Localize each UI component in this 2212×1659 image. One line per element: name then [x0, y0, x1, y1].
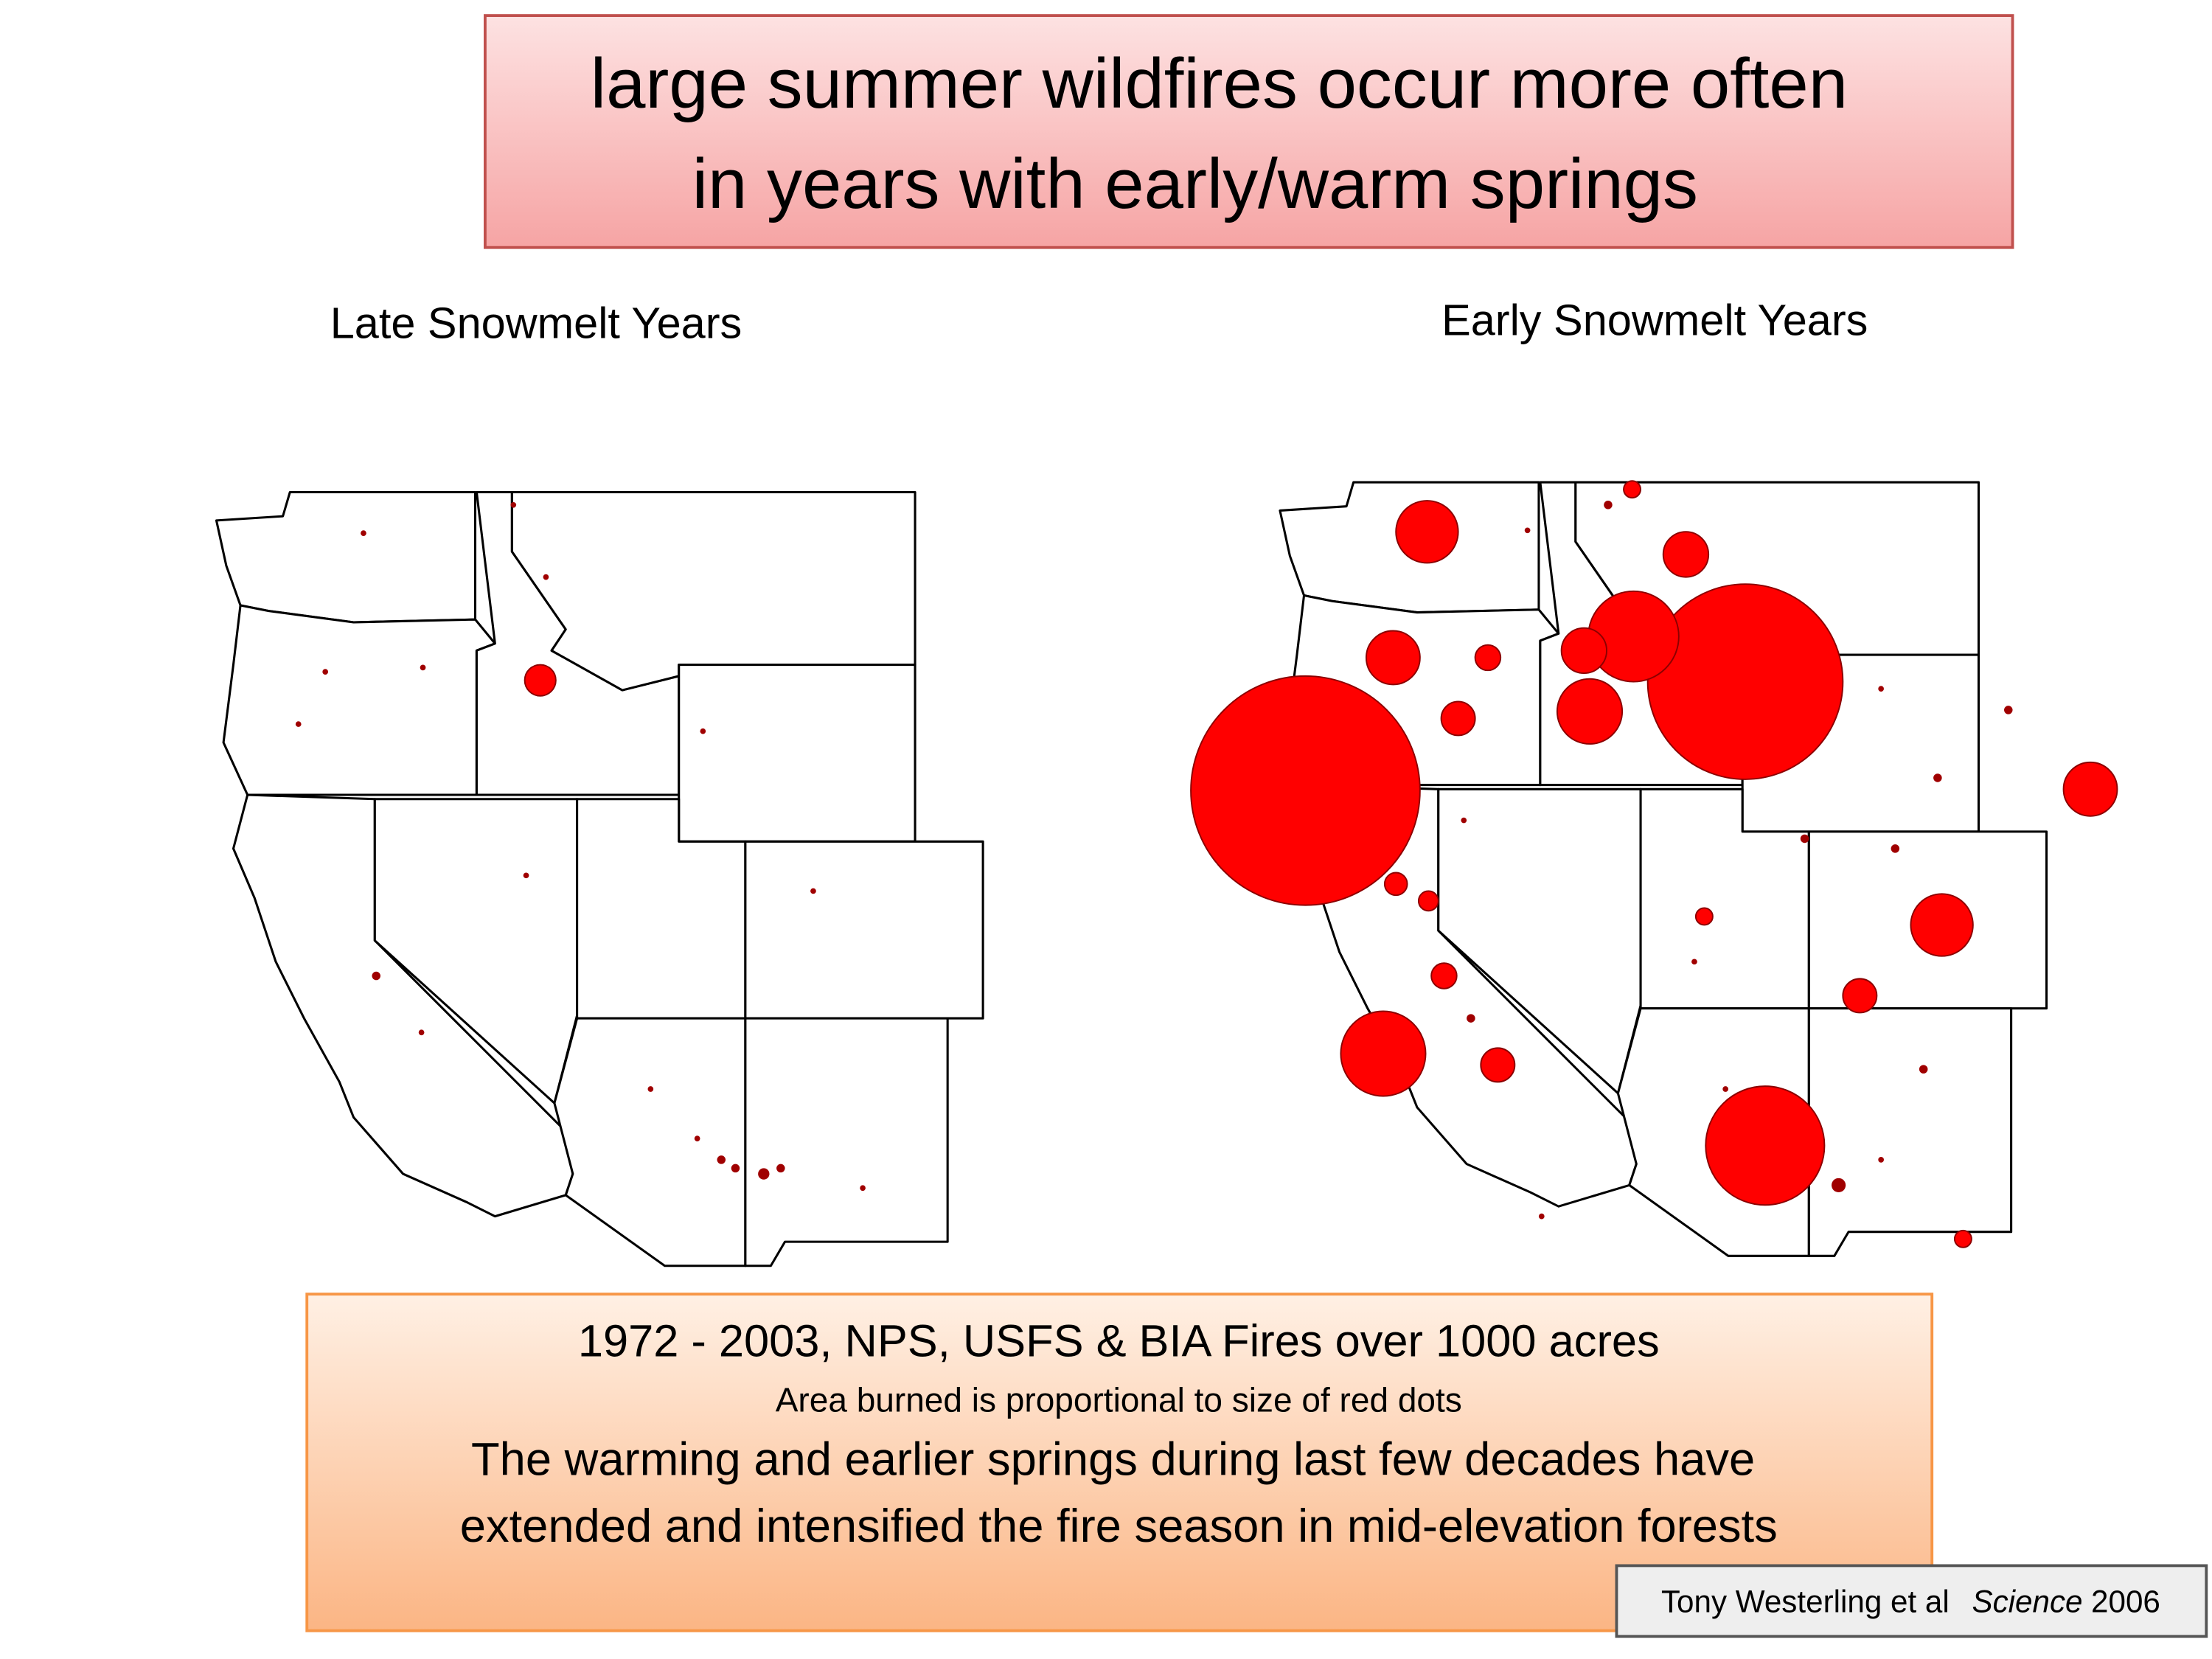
title-line: large summer wildfires occur more often — [591, 44, 1848, 123]
caption-line: The warming and earlier springs during l… — [471, 1434, 1755, 1486]
caption-line: 1972 - 2003, NPS, USFS & BIA Fires over … — [578, 1316, 1660, 1367]
citation: Tony Westerling et al Science 2006 — [1661, 1585, 2160, 1619]
map-title: Late Snowmelt Years — [330, 298, 742, 347]
map-late — [215, 490, 984, 1267]
citation-author: Tony Westerling et al — [1661, 1585, 1950, 1619]
caption-line: Area burned is proportional to size of r… — [776, 1380, 1462, 1419]
map-title: Early Snowmelt Years — [1441, 296, 1868, 345]
map-early — [1190, 480, 2118, 1257]
title-box — [484, 14, 2014, 249]
citation-year: 2006 — [2091, 1585, 2160, 1619]
citation-journal: Science — [1972, 1585, 2082, 1619]
title-line: in years with early/warm springs — [692, 145, 1698, 223]
citation-box — [1615, 1564, 2208, 1638]
caption-line: extended and intensified the fire season… — [460, 1500, 1778, 1552]
